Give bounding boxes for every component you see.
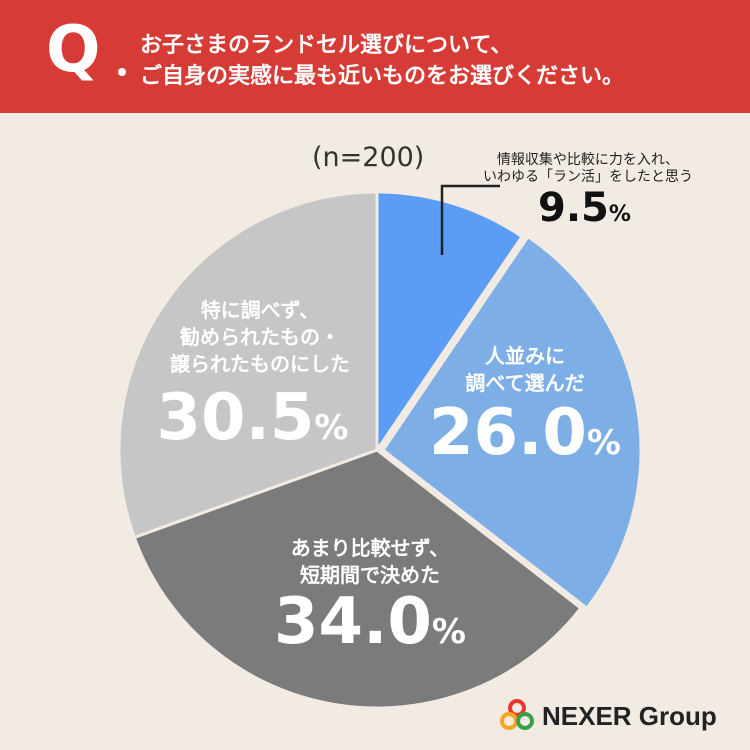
slice-label-line: 短期間で決めた bbox=[300, 563, 440, 587]
question-line-1: お子さまのランドセル選びについて、 bbox=[140, 33, 513, 58]
value-number: 9.5 bbox=[538, 185, 609, 231]
slice-label-no-research: 特に調べず、 勧められたもの・ 譲られたものにした bbox=[140, 297, 380, 378]
q-mark: Q bbox=[46, 13, 101, 87]
logo-ring-red bbox=[508, 699, 526, 717]
percent-sign: % bbox=[586, 423, 621, 463]
percent-sign: % bbox=[608, 202, 631, 227]
pie-slice-ranks bbox=[375, 190, 525, 455]
q-dot bbox=[118, 68, 126, 76]
slice-label-line: 情報収集や比較に力を入れ、 bbox=[496, 152, 680, 168]
slice-value-average: 26.0% bbox=[420, 401, 630, 465]
logo-text: NEXER Group bbox=[542, 701, 717, 731]
slice-label-line: いわゆる「ラン活」をしたと思う bbox=[483, 169, 693, 185]
slice-label-line: 勧められたもの・ bbox=[180, 325, 340, 349]
percent-sign: % bbox=[431, 612, 466, 652]
slice-value-no-research: 30.5% bbox=[130, 386, 375, 450]
question-line-2: ご自身の実感に最も近いものをお選びください。 bbox=[140, 64, 625, 89]
pie-slice-average bbox=[380, 234, 643, 611]
pie-slice-quick bbox=[132, 448, 583, 710]
slice-label-line: 譲られたものにした bbox=[170, 352, 350, 376]
header-banner: Q お子さまのランドセル選びについて、 ご自身の実感に最も近いものをお選びくださ… bbox=[0, 0, 750, 113]
slice-value-ranks: 9.5% bbox=[538, 188, 631, 228]
value-number: 34.0 bbox=[274, 585, 432, 659]
slice-value-quick: 34.0% bbox=[250, 590, 490, 654]
value-number: 26.0 bbox=[429, 396, 587, 470]
logo-ring-orange bbox=[500, 712, 518, 730]
slice-label-average: 人並みに 調べて選んだ bbox=[425, 343, 625, 397]
percent-sign: % bbox=[314, 408, 349, 448]
question-text: お子さまのランドセル選びについて、 ご自身の実感に最も近いものをお選びください。 bbox=[140, 30, 624, 92]
slice-label-ranks: 情報収集や比較に力を入れ、 いわゆる「ラン活」をしたと思う bbox=[458, 152, 718, 186]
sample-size: (n=200) bbox=[312, 142, 425, 173]
slice-label-line: 調べて選んだ bbox=[465, 371, 585, 395]
pie-slice-no-research bbox=[117, 190, 379, 540]
slice-label-quick: あまり比較せず、 短期間で決めた bbox=[255, 535, 485, 589]
nexer-logo-icon bbox=[500, 699, 534, 730]
slice-label-line: あまり比較せず、 bbox=[290, 536, 450, 560]
callout-leader-line bbox=[440, 184, 500, 255]
value-number: 30.5 bbox=[156, 381, 315, 455]
slice-label-line: 特に調べず、 bbox=[200, 298, 320, 322]
slice-label-line: 人並みに bbox=[485, 344, 565, 368]
logo-ring-green bbox=[516, 712, 534, 730]
